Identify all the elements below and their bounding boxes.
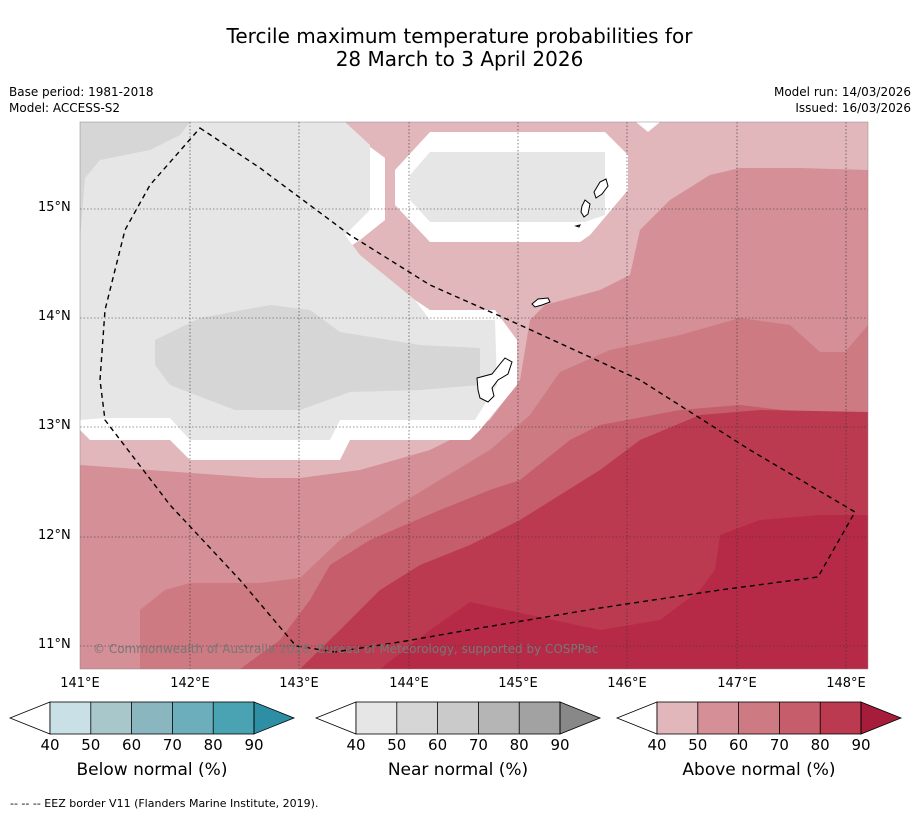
lat-label-12n: 12°N bbox=[38, 528, 71, 543]
near-tick-60: 60 bbox=[428, 736, 448, 754]
colorbar-above-swatch-1 bbox=[657, 702, 698, 734]
lon-label-141e: 141°E bbox=[60, 676, 100, 691]
colorbar-near-swatch-2 bbox=[396, 702, 438, 734]
colorbar-below-swatch-2 bbox=[90, 702, 132, 734]
lon-label-146e: 146°E bbox=[607, 676, 647, 691]
colorbar-near-swatch-1 bbox=[356, 702, 397, 734]
above-tick-50: 50 bbox=[688, 736, 708, 754]
map-frame bbox=[79, 121, 869, 670]
lat-label-14n: 14°N bbox=[38, 309, 71, 324]
lon-label-145e: 145°E bbox=[498, 676, 538, 691]
near-tick-50: 50 bbox=[387, 736, 407, 754]
island-aguijan bbox=[574, 224, 581, 228]
near-tick-90: 90 bbox=[550, 736, 570, 754]
island-rota bbox=[531, 297, 551, 308]
near-40-region-east bbox=[410, 152, 605, 222]
above-tick-80: 80 bbox=[810, 736, 830, 754]
above-90-band bbox=[380, 515, 868, 669]
island-tinian bbox=[580, 199, 591, 218]
lon-label-142e: 142°E bbox=[170, 676, 210, 691]
eez-border bbox=[99, 127, 856, 653]
above-normal-title: Above normal (%) bbox=[682, 760, 836, 780]
colorbar-above-swatch-5 bbox=[820, 702, 861, 734]
colorbar-near-swatch-4 bbox=[478, 702, 520, 734]
colorbar-above-frame bbox=[656, 701, 862, 735]
near-50-core-north bbox=[80, 122, 190, 240]
map-title-line2: 28 March to 3 April 2026 bbox=[335, 47, 584, 71]
eez-footnote: -- -- -- EEZ border V11 (Flanders Marine… bbox=[10, 797, 319, 810]
below-normal-title: Below normal (%) bbox=[76, 760, 228, 780]
island-outlines bbox=[476, 178, 609, 403]
model-run-text: Model run: 14/03/2026 bbox=[773, 85, 911, 99]
lat-label-13n: 13°N bbox=[38, 418, 71, 433]
island-guam bbox=[476, 357, 513, 403]
colorbar-below-frame bbox=[49, 701, 255, 735]
near-tick-70: 70 bbox=[468, 736, 488, 754]
boundary-gap-top bbox=[636, 122, 660, 132]
lon-label-148e: 148°E bbox=[826, 676, 866, 691]
base-period-text: Base period: 1981-2018 bbox=[9, 85, 154, 99]
colorbar-near-max-arrow bbox=[559, 701, 602, 735]
lon-label-147e: 147°E bbox=[717, 676, 757, 691]
map-contours bbox=[80, 122, 868, 669]
lon-label-144e: 144°E bbox=[389, 676, 429, 691]
colorbar-below-swatch-3 bbox=[131, 702, 173, 734]
below-tick-50: 50 bbox=[81, 736, 101, 754]
below-tick-40: 40 bbox=[40, 736, 60, 754]
near-tick-80: 80 bbox=[509, 736, 529, 754]
issued-text: Issued: 16/03/2026 bbox=[795, 101, 911, 115]
lat-label-11n: 11°N bbox=[38, 637, 71, 652]
lat-label-15n: 15°N bbox=[38, 200, 71, 215]
colorbar-below-swatch-5 bbox=[213, 702, 254, 734]
colorbar-near bbox=[314, 701, 602, 735]
colorbar-above-swatch-2 bbox=[697, 702, 739, 734]
island-saipan bbox=[593, 178, 609, 199]
above-tick-70: 70 bbox=[769, 736, 789, 754]
near-tick-40: 40 bbox=[346, 736, 366, 754]
near-normal-title: Near normal (%) bbox=[387, 760, 529, 780]
colorbar-above bbox=[615, 701, 903, 735]
colorbar-near-min-arrow bbox=[314, 701, 357, 735]
below-tick-90: 90 bbox=[244, 736, 264, 754]
graticule bbox=[80, 122, 868, 669]
colorbar-below-swatch-4 bbox=[172, 702, 214, 734]
colorbar-above-max-arrow bbox=[860, 701, 903, 735]
below-tick-60: 60 bbox=[122, 736, 142, 754]
colorbar-below-max-arrow bbox=[253, 701, 296, 735]
above-tick-60: 60 bbox=[729, 736, 749, 754]
colorbar-below-min-arrow bbox=[8, 701, 51, 735]
colorbar-near-swatch-5 bbox=[519, 702, 560, 734]
above-tick-40: 40 bbox=[647, 736, 667, 754]
map-title-line1: Tercile maximum temperature probabilitie… bbox=[226, 24, 693, 48]
colorbar-above-swatch-4 bbox=[779, 702, 821, 734]
colorbar-near-frame bbox=[355, 701, 561, 735]
colorbar-below-swatch-1 bbox=[50, 702, 91, 734]
colorbar-above-swatch-3 bbox=[738, 702, 780, 734]
colorbar-near-swatch-3 bbox=[437, 702, 479, 734]
copyright-notice: © Commonwealth of Australia 2026, Bureau… bbox=[93, 642, 599, 656]
model-text: Model: ACCESS-S2 bbox=[9, 101, 121, 115]
colorbar-below bbox=[8, 701, 296, 735]
lon-label-143e: 143°E bbox=[279, 676, 319, 691]
near-50-core-central bbox=[155, 305, 480, 410]
below-tick-70: 70 bbox=[162, 736, 182, 754]
below-tick-80: 80 bbox=[203, 736, 223, 754]
colorbar-above-min-arrow bbox=[615, 701, 658, 735]
above-tick-90: 90 bbox=[851, 736, 871, 754]
